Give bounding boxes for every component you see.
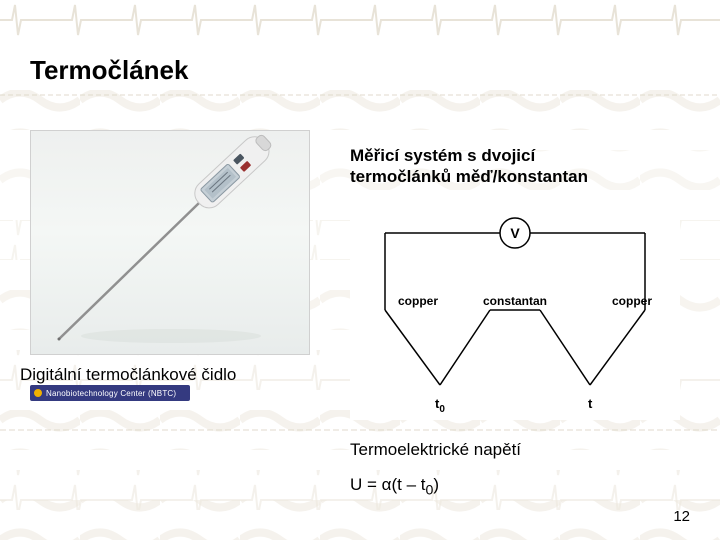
probe-caption: Digitální termočlánkové čidlo xyxy=(20,365,236,385)
diagram-copper-right: copper xyxy=(612,294,652,308)
diagram-t0: t0 xyxy=(435,396,445,415)
slide-title: Termočlánek xyxy=(30,55,188,86)
voltage-caption: Termoelektrické napětí xyxy=(350,440,521,460)
measuring-line1: Měřicí systém s dvojicí xyxy=(350,146,535,165)
diagram-t: t xyxy=(588,396,593,411)
diagram-copper-left: copper xyxy=(398,294,438,308)
nbtc-badge: Nanobiotechnology Center (NBTC) xyxy=(30,385,190,401)
thermometer-photo xyxy=(30,130,310,355)
measuring-line2: termočlánků měď/konstantan xyxy=(350,167,588,186)
diagram-v-label: V xyxy=(510,225,520,241)
nbtc-text: Nanobiotechnology Center (NBTC) xyxy=(46,389,176,398)
formula: U = α(t – t0) xyxy=(350,475,439,498)
thermocouple-diagram: V copper constantan copper t0 t xyxy=(350,210,680,420)
diagram-constantan: constantan xyxy=(483,294,547,308)
measuring-system-label: Měřicí systém s dvojicí termočlánků měď/… xyxy=(350,145,588,188)
page-number: 12 xyxy=(673,508,690,525)
